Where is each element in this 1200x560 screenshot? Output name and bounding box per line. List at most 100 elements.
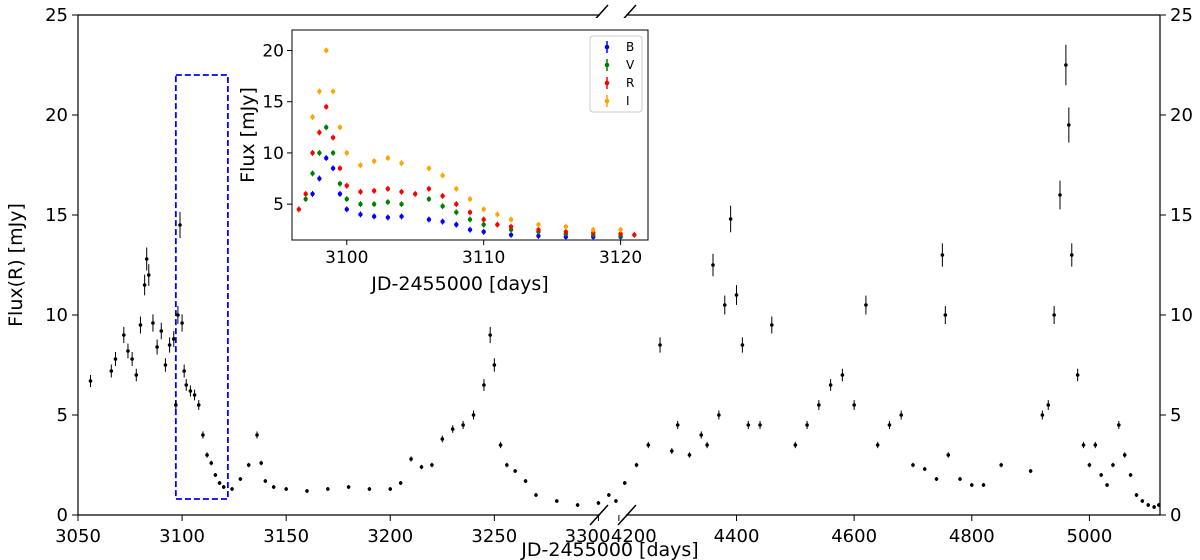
legend-marker: [604, 98, 610, 104]
inset-legend-frame: [589, 35, 643, 113]
main-data-point: [461, 423, 465, 427]
main-data-point: [450, 427, 455, 431]
main-data-point: [840, 373, 845, 377]
y-tick-label: 5: [57, 405, 68, 426]
inset-data-point: [399, 189, 404, 195]
inset-x-tick-label: 3120: [599, 248, 642, 268]
main-data-point: [958, 477, 962, 481]
main-data-point: [1093, 443, 1098, 447]
main-data-point: [911, 463, 915, 467]
inset-data-point: [358, 163, 363, 168]
inset-data-point: [536, 227, 541, 232]
inset-x-axis-label: JD-2455000 [days]: [370, 273, 548, 295]
main-data-point: [213, 473, 218, 477]
main-data-point: [163, 363, 168, 367]
y-tick-label-right: 15: [1170, 205, 1193, 226]
main-data-point: [488, 333, 492, 337]
x-tick-label: 3200: [367, 526, 413, 547]
inset-data-point: [324, 48, 329, 53]
inset-y-tick-label: 20: [262, 41, 284, 61]
main-data-point: [263, 479, 268, 483]
main-data-point: [130, 357, 134, 361]
x-tick-label: 5000: [1067, 526, 1113, 547]
inset-data-point: [591, 230, 596, 236]
main-data-point: [284, 487, 288, 491]
main-data-point: [1052, 313, 1056, 317]
inset-data-point: [310, 150, 315, 156]
inset-data-point: [317, 150, 322, 156]
main-data-point: [1075, 373, 1080, 377]
main-data-point: [899, 413, 904, 417]
main-data-point: [188, 389, 193, 393]
inset-data-point: [618, 227, 623, 232]
inset-data-point: [317, 176, 322, 181]
main-data-point: [184, 383, 189, 387]
main-data-point: [230, 487, 234, 491]
main-data-point: [430, 463, 434, 467]
main-data-point: [88, 379, 93, 383]
main-data-point: [419, 465, 424, 469]
inset-data-point: [337, 125, 343, 130]
y-tick-label: 10: [45, 305, 68, 326]
main-data-point: [171, 337, 176, 341]
main-data-point: [1105, 483, 1109, 487]
inset-data-point: [330, 150, 336, 156]
main-data-point: [670, 449, 674, 453]
main-data-point: [209, 461, 214, 465]
inset-data-point: [454, 222, 459, 227]
legend-label: V: [626, 58, 635, 72]
y-tick-label-right: 25: [1170, 5, 1193, 26]
main-data-point: [1058, 193, 1062, 197]
inset-data-point: [324, 155, 329, 161]
y-tick-label-right: 10: [1170, 305, 1193, 326]
main-data-point: [675, 423, 680, 427]
main-data-point: [554, 499, 559, 503]
main-data-point: [138, 323, 143, 327]
y-tick-label: 15: [45, 205, 68, 226]
main-data-point: [409, 457, 413, 461]
main-data-point: [946, 453, 951, 457]
main-data-point: [1134, 493, 1139, 497]
main-data-point: [182, 369, 186, 373]
inset-data-point: [337, 191, 343, 197]
main-data-point: [271, 485, 276, 489]
main-data-point: [575, 503, 580, 507]
legend-label: R: [626, 76, 634, 90]
main-data-point: [758, 423, 762, 427]
inset-data-point: [426, 196, 432, 202]
main-data-point: [482, 383, 486, 387]
main-data-point: [717, 413, 721, 417]
main-data-point: [221, 485, 226, 489]
inset-data-point: [481, 207, 486, 212]
inset-data-point: [399, 214, 404, 219]
main-data-point: [471, 413, 476, 417]
main-data-point: [687, 453, 692, 457]
main-data-point: [1028, 469, 1033, 473]
legend-marker: [604, 62, 610, 68]
main-data-point: [875, 443, 880, 447]
main-data-point: [646, 443, 651, 447]
inset-data-point: [344, 196, 349, 202]
inset-y-tick-label: 10: [262, 144, 284, 164]
inset-data-point: [508, 227, 514, 232]
main-data-point: [699, 433, 704, 437]
main-data-point: [622, 481, 627, 485]
main-data-point: [523, 479, 528, 483]
main-data-point: [817, 403, 821, 407]
main-data-point: [734, 293, 739, 297]
inset-data-point: [337, 166, 343, 171]
y-tick-label: 25: [45, 5, 68, 26]
inset-data-point: [337, 181, 343, 186]
main-data-point: [1146, 503, 1151, 507]
main-data-point: [1157, 503, 1161, 507]
x-tick-label: 4800: [949, 526, 995, 547]
inset-y-tick-label: 5: [273, 195, 284, 215]
y-tick-label-right: 5: [1170, 405, 1181, 426]
main-data-point: [805, 423, 809, 427]
legend-marker: [604, 80, 610, 86]
inset-x-tick-label: 3110: [462, 248, 505, 268]
main-data-point: [1111, 463, 1115, 467]
inset-data-point: [344, 207, 349, 212]
inset-data-point: [508, 217, 514, 222]
